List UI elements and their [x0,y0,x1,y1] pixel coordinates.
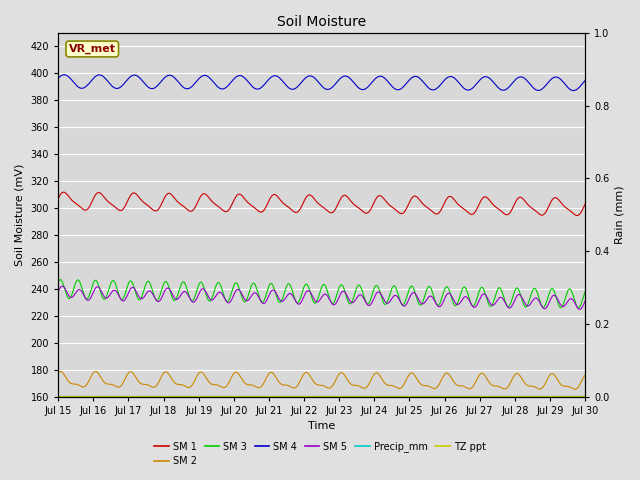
TZ ppt [581,394,589,400]
SM 4 [404,79,412,85]
TZ ppt [54,394,62,400]
SM 1 [581,201,589,207]
SM 1 [573,213,581,218]
SM 2 [571,386,579,392]
X-axis label: Time: Time [308,421,335,432]
SM 2 [231,370,239,375]
SM 2 [472,378,480,384]
SM 4 [570,88,577,94]
SM 3 [231,281,239,287]
SM 5 [581,299,589,304]
SM 3 [581,289,589,295]
SM 5 [231,290,239,296]
SM 5 [159,292,167,298]
TZ ppt [472,394,480,400]
SM 4 [519,74,527,80]
Precip_mm [518,394,526,399]
SM 1 [472,207,480,213]
SM 4 [54,75,62,81]
TZ ppt [403,394,411,400]
Line: SM 1: SM 1 [58,192,585,216]
Precip_mm [403,394,411,399]
Text: VR_met: VR_met [68,44,116,54]
TZ ppt [230,394,238,400]
SM 5 [576,307,584,312]
Line: SM 2: SM 2 [58,372,585,389]
Y-axis label: Soil Moisture (mV): Soil Moisture (mV) [15,164,25,266]
SM 3 [159,283,167,289]
Line: SM 4: SM 4 [58,75,585,91]
SM 3 [172,297,180,302]
SM 3 [404,292,412,298]
SM 1 [404,204,412,209]
SM 3 [54,279,62,285]
SM 3 [519,300,527,305]
SM 1 [519,196,527,202]
SM 3 [575,305,582,311]
SM 4 [581,78,589,84]
SM 2 [172,381,180,386]
SM 5 [54,288,62,294]
Legend: SM 1, SM 2, SM 3, SM 4, SM 5, Precip_mm, TZ ppt: SM 1, SM 2, SM 3, SM 4, SM 5, Precip_mm,… [150,438,490,470]
SM 5 [172,296,180,302]
SM 1 [60,189,68,195]
Precip_mm [159,394,166,399]
SM 5 [472,303,480,309]
SM 2 [404,374,412,380]
TZ ppt [159,394,166,400]
Precip_mm [581,394,589,399]
SM 2 [54,370,62,375]
SM 1 [54,195,62,201]
TZ ppt [518,394,526,400]
SM 4 [60,72,68,78]
SM 1 [231,196,239,202]
SM 5 [519,296,527,302]
Y-axis label: Rain (mm): Rain (mm) [615,186,625,244]
Line: SM 3: SM 3 [58,280,585,308]
SM 5 [404,300,412,305]
SM 1 [159,198,167,204]
SM 4 [472,81,480,87]
SM 4 [159,76,167,82]
SM 3 [472,298,480,303]
Precip_mm [172,394,179,399]
Precip_mm [54,394,62,399]
Title: Soil Moisture: Soil Moisture [277,15,366,29]
SM 5 [58,283,66,289]
SM 2 [56,369,64,374]
Precip_mm [472,394,480,399]
SM 4 [231,75,239,81]
SM 3 [56,277,64,283]
TZ ppt [172,394,179,400]
SM 1 [172,197,180,203]
SM 2 [581,372,589,378]
SM 4 [172,76,180,82]
Line: SM 5: SM 5 [58,286,585,310]
SM 2 [519,377,527,383]
Precip_mm [230,394,238,399]
SM 2 [159,371,167,377]
